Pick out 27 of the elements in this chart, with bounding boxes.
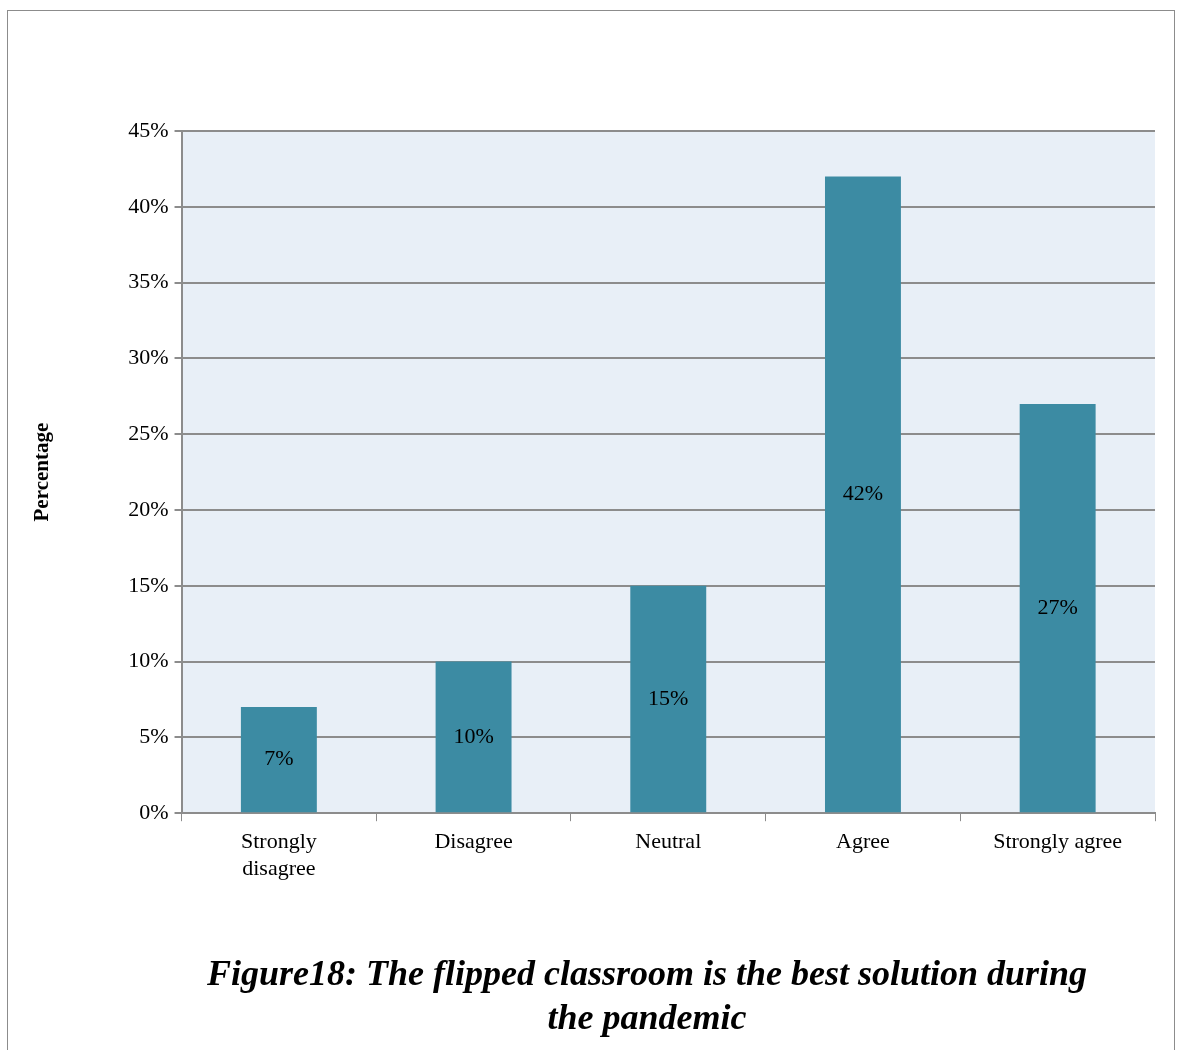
y-tick-label: 20% <box>128 495 169 521</box>
data-label: 7% <box>264 745 294 771</box>
y-tick-label: 45% <box>128 116 169 142</box>
y-tick-label: 30% <box>128 344 169 370</box>
y-tick-label: 10% <box>128 647 169 673</box>
y-tick-label: 25% <box>128 419 169 445</box>
y-tick-label: 35% <box>128 268 169 294</box>
y-tick-label: 5% <box>139 723 169 749</box>
bar <box>1019 403 1096 813</box>
data-label: 27% <box>1037 593 1078 619</box>
bar <box>630 585 707 813</box>
data-label: 42% <box>842 480 884 506</box>
y-axis-title: Percentage <box>29 422 54 522</box>
bar <box>824 176 901 813</box>
text: Figure18: The flipped classroom is the best solution during the pandemic <box>205 952 1089 1039</box>
x-tick-label: Neutral <box>635 828 702 854</box>
x-tick-label: Strongly agree <box>993 828 1123 854</box>
y-tick-label: 40% <box>128 192 169 218</box>
x-tick-label: Agree <box>836 828 890 854</box>
bar <box>435 661 512 813</box>
y-tick-label: 0% <box>139 798 169 824</box>
x-tick-label: Strongly disagree <box>240 828 317 880</box>
data-label: 10% <box>453 722 494 748</box>
x-tick-label: Disagree <box>434 828 513 854</box>
y-tick-label: 15% <box>128 571 169 597</box>
data-label: 15% <box>648 684 689 710</box>
bar <box>240 707 317 813</box>
